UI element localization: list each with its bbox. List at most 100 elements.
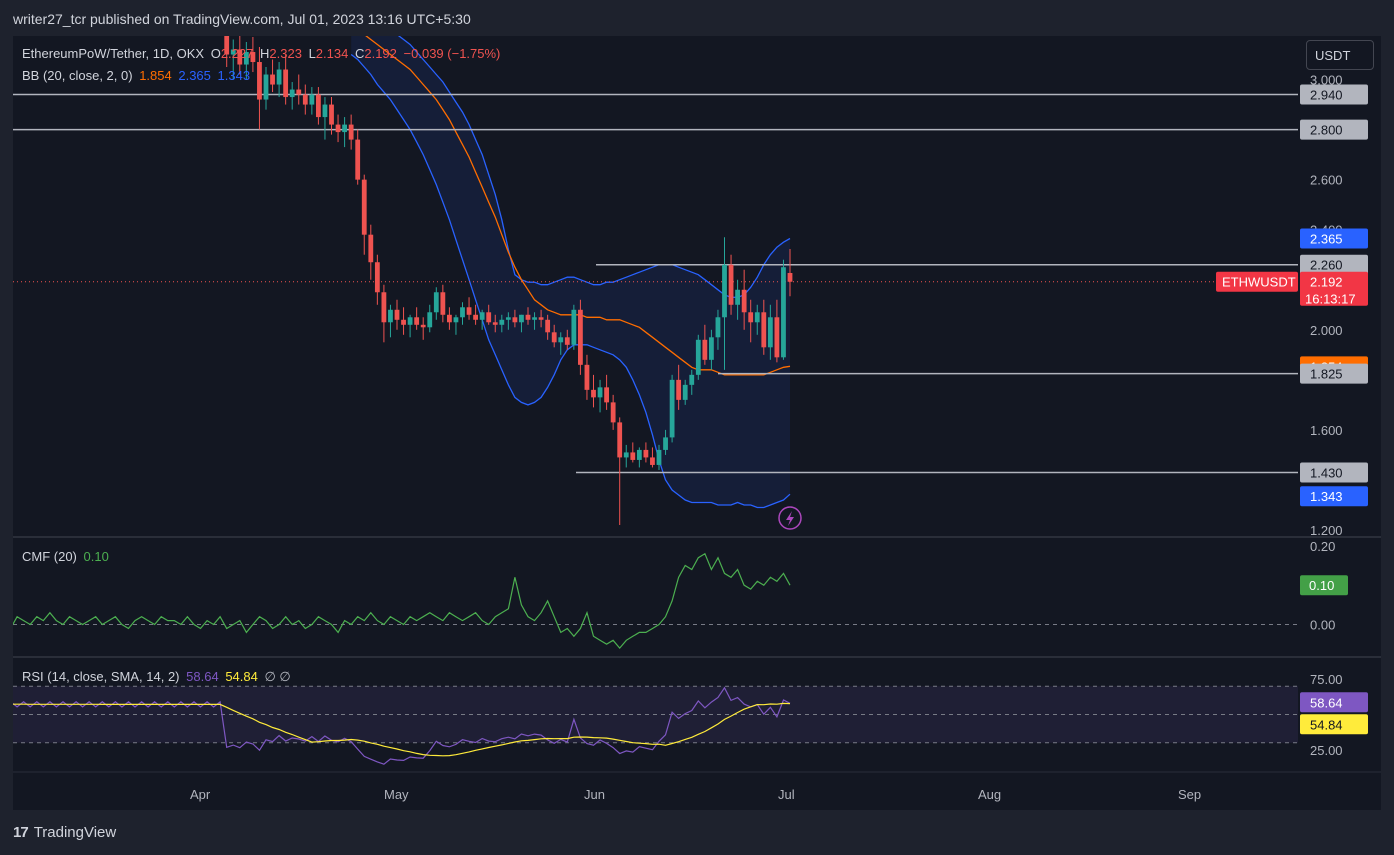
candle-body	[754, 312, 760, 323]
candle-body	[466, 307, 472, 315]
candle-body	[348, 124, 354, 140]
candle	[460, 302, 465, 325]
currency-button[interactable]: USDT	[1306, 40, 1374, 70]
candle	[571, 304, 577, 350]
rsi-extra: ∅ ∅	[264, 669, 291, 684]
candle-body	[741, 289, 747, 313]
candle-body	[440, 292, 446, 315]
candle	[309, 87, 315, 115]
candle-body	[237, 49, 243, 65]
cmf-badge-bg	[1300, 575, 1348, 596]
candle	[388, 304, 393, 338]
candle-body	[636, 449, 642, 460]
candle-body	[473, 314, 478, 320]
chart-canvas[interactable]: 3.0002.6002.4002.0001.6001.2002.9402.800…	[13, 36, 1381, 810]
candle-body	[335, 124, 341, 133]
candle-body	[460, 307, 465, 318]
legend-h-value: 2.323	[269, 46, 302, 61]
candle-body	[787, 272, 793, 282]
candle-body	[224, 36, 230, 55]
candle-body	[610, 402, 616, 423]
candle	[519, 314, 524, 333]
candle-body	[276, 69, 282, 85]
candle-body	[316, 94, 321, 118]
cmf-badge-value: 0.10	[1309, 578, 1334, 593]
price-badge-value: 2.940	[1310, 88, 1343, 103]
candle-body	[427, 312, 433, 328]
candle	[401, 307, 406, 335]
candle	[623, 444, 629, 468]
bb-legend-label[interactable]: BB (20, close, 2, 0)	[22, 68, 133, 83]
candle-body	[584, 364, 590, 390]
cmf-line	[13, 552, 791, 650]
candle-body	[479, 312, 485, 320]
cmf-legend-value: 0.10	[83, 549, 109, 564]
countdown-timer: 16:13:17	[1305, 292, 1356, 307]
candle	[774, 299, 780, 363]
candle-body	[368, 234, 374, 263]
candle	[414, 307, 420, 330]
footer-brand[interactable]: 17 TradingView	[13, 824, 116, 841]
price-badge-bg	[1300, 228, 1368, 249]
bb-lower-line	[350, 53, 791, 509]
cmf-tick-label: 0.00	[1310, 618, 1335, 633]
rsi-sma-value: 54.84	[225, 669, 258, 684]
candle	[257, 47, 262, 130]
candle-body	[663, 437, 668, 450]
candle-body	[270, 74, 275, 85]
legend-symbol[interactable]: EthereumPoW/Tether, 1D, OKX	[22, 46, 205, 61]
bb-basis-value: 1.854	[139, 68, 172, 83]
chart-frame[interactable]: 3.0002.6002.4002.0001.6001.2002.9402.800…	[13, 36, 1381, 810]
candle	[230, 39, 236, 80]
publish-header: writer27_tcr published on TradingView.co…	[0, 0, 1394, 36]
candle	[302, 84, 308, 115]
candle	[767, 304, 773, 360]
lightning-icon	[778, 506, 802, 530]
candle	[551, 324, 557, 348]
price-badge-level: 2.800	[1300, 119, 1368, 140]
candle-body	[682, 384, 688, 400]
candle	[682, 379, 688, 405]
candle	[709, 329, 714, 370]
candle	[650, 447, 655, 468]
price-badge-level: 1.825	[1300, 363, 1368, 384]
candle	[735, 279, 740, 320]
candle	[676, 364, 682, 410]
price-badge-value: 1.825	[1310, 367, 1343, 382]
price-tick-label: 3.000	[1310, 73, 1343, 88]
candle-body	[735, 289, 740, 305]
candle	[420, 317, 426, 340]
candle-body	[296, 89, 302, 95]
candle	[374, 254, 380, 305]
candle	[263, 67, 269, 110]
cmf-legend-label[interactable]: CMF (20)	[22, 549, 77, 564]
price-badge-bg	[1300, 119, 1368, 140]
candle	[479, 309, 485, 330]
rsi-legend-label[interactable]: RSI (14, close, SMA, 14, 2)	[22, 669, 180, 684]
price-badge-level: 1.430	[1300, 462, 1368, 483]
candle-body	[414, 317, 420, 325]
candle	[584, 354, 590, 400]
candle	[663, 429, 668, 455]
candle	[656, 444, 662, 470]
bb-upper-line	[397, 36, 791, 298]
candle	[381, 284, 387, 343]
candle-body	[695, 339, 701, 375]
price-badge-bg	[1300, 84, 1368, 105]
candle	[453, 314, 459, 335]
candle-body	[650, 457, 655, 465]
lightning-icon-bolt	[786, 511, 794, 526]
candle-body	[407, 317, 413, 325]
candle-body	[257, 62, 262, 100]
candle-body	[656, 449, 662, 465]
rsi-tick-label: 25.00	[1310, 743, 1343, 758]
candle	[597, 379, 603, 413]
time-tick-label: Jul	[778, 787, 795, 802]
legend-c-label: C	[354, 46, 365, 61]
lightning-icon-ring	[778, 506, 802, 530]
cmf-tick-label: 0.20	[1310, 539, 1335, 554]
candle	[525, 307, 531, 325]
footer-brand-label: TradingView	[33, 824, 117, 841]
rsi-badge-value: 58.64	[1310, 695, 1343, 710]
candle-body	[689, 374, 695, 385]
